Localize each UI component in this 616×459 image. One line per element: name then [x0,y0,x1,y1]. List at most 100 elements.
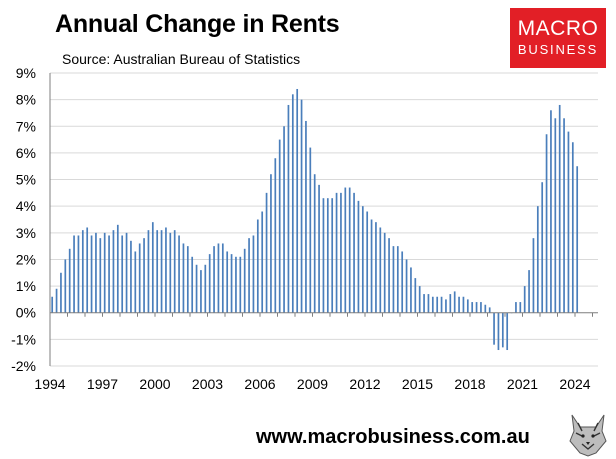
bar [235,256,237,313]
bar [396,246,399,313]
bar [550,110,552,313]
bar [283,126,285,313]
bar [252,235,255,313]
bar [322,198,325,313]
y-tick-label: 4% [16,198,36,214]
bar [165,227,167,313]
y-tick-label: 7% [16,118,36,134]
y-tick-label: 9% [16,65,36,81]
bar [576,166,579,313]
bar [256,219,259,313]
bar [326,198,329,313]
bar [563,118,565,313]
bar [86,227,89,313]
bar [60,272,62,313]
x-tick-label: 2000 [139,376,170,392]
bar [558,104,561,313]
y-tick-label: 0% [16,305,36,321]
bar [77,235,80,313]
bar-series [51,88,579,351]
bar [488,307,491,313]
bar [410,267,412,313]
y-tick-label: -2% [11,358,36,374]
bar [51,296,54,313]
bar [191,256,194,313]
wolf-mascot-icon [566,411,610,457]
bar [169,232,172,313]
bar [418,286,421,313]
bar [134,251,137,313]
bar [156,230,159,313]
bar [309,147,312,313]
bar [313,174,316,313]
bar [361,206,364,313]
bar [178,235,180,313]
bar [392,246,395,313]
x-tick-label: 2012 [349,376,380,392]
bar [536,206,539,313]
bar [261,211,264,313]
bar [449,294,452,313]
bar [270,174,272,313]
bar [427,294,430,313]
bar [466,299,469,313]
chart-subtitle: Source: Australian Bureau of Statistics [62,51,301,67]
bar [554,118,557,313]
bar [445,299,447,313]
bar [226,251,229,313]
bar [545,134,548,313]
bar [506,312,509,351]
bar [81,230,84,313]
bar [230,254,233,313]
bar [375,222,377,313]
y-tick-label: -1% [11,331,36,347]
bar [379,227,382,313]
x-tick-label: 2018 [454,376,485,392]
bar [414,278,417,313]
x-tick-label: 2003 [192,376,223,392]
bar [186,246,189,313]
bar [291,94,294,313]
chart-title: Annual Change in Rents [55,10,340,38]
bar [436,296,439,313]
bar [248,238,250,313]
bar [331,198,334,313]
bar [501,312,504,348]
bar [471,302,474,313]
bar [405,259,408,313]
bar [571,142,574,313]
bar [217,243,220,313]
x-tick-label: 2006 [244,376,275,392]
bar [353,192,355,313]
bar [296,88,299,313]
y-tick-label: 5% [16,172,36,188]
bar [344,187,347,313]
bar [121,235,124,313]
bar [458,296,460,313]
x-tick-label: 2015 [402,376,433,392]
bar [130,240,132,313]
bar [64,259,67,313]
bar [567,131,570,313]
macrobusiness-logo: MACRO BUSINESS [510,8,606,68]
tick-labels: -2% -1% 0% 1% 2% 3% 4% 5% 6% 7% 8% 9% 1994 1997 2000 20… [11,65,591,392]
bar [239,256,242,313]
bar [523,286,526,313]
bar [515,302,517,313]
bar [335,192,338,313]
bar [243,248,246,313]
bar [138,243,141,313]
bar [475,302,478,313]
bar [370,219,373,313]
bar [173,230,176,313]
bar [160,230,163,313]
bar [519,302,522,313]
bar [151,222,154,313]
bar [278,139,281,313]
bar [213,246,215,313]
bar [55,288,58,313]
bar [357,200,360,313]
bar [541,182,544,313]
bar [95,232,97,313]
y-tick-label: 3% [16,225,36,241]
